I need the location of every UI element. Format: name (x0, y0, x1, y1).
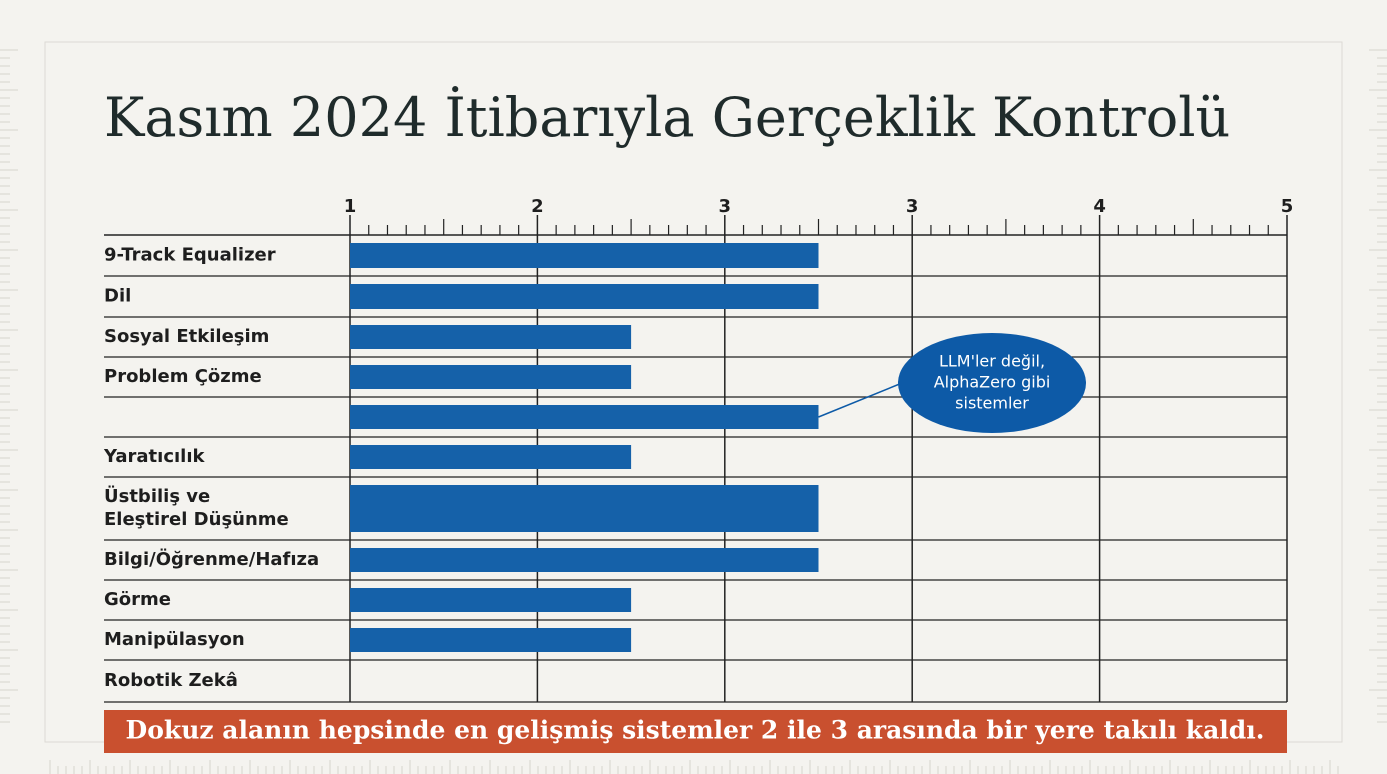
bar (350, 405, 819, 429)
annotation-text: sistemler (955, 394, 1029, 413)
category-label: Dil (104, 286, 131, 307)
bar (350, 284, 819, 309)
bar (350, 628, 632, 652)
category-label: Üstbiliş ve (104, 485, 210, 507)
bar (350, 548, 819, 572)
category-label: Görme (104, 589, 171, 610)
category-label: Bilgi/Öğrenme/Hafıza (104, 548, 319, 570)
bar (350, 445, 632, 469)
footer-text: Dokuz alanın hepsinde en gelişmiş sistem… (126, 716, 1265, 745)
x-tick-label: 2 (531, 196, 544, 217)
bar (350, 485, 819, 532)
bar (350, 243, 819, 268)
category-label: Yaratıcılık (103, 446, 206, 467)
annotation-text: LLM'ler değil, (939, 352, 1045, 371)
category-label: Eleştirel Düşünme (104, 509, 289, 530)
category-label: Problem Çözme (104, 366, 262, 387)
category-label: 9-Track Equalizer (104, 245, 276, 266)
annotation-text: AlphaZero gibi (934, 373, 1051, 392)
category-label: Manipülasyon (104, 629, 245, 650)
annotation-pointer (818, 382, 903, 418)
annotation-bubble (898, 333, 1086, 433)
chart-title: Kasım 2024 İtibarıyla Gerçeklik Kontrolü (104, 85, 1230, 149)
x-tick-label: 5 (1281, 196, 1294, 217)
bar (350, 588, 632, 612)
x-tick-label: 3 (719, 196, 732, 217)
bar (350, 325, 632, 349)
category-label: Sosyal Etkileşim (104, 326, 269, 347)
category-label: Robotik Zekâ (104, 670, 238, 691)
x-tick-label: 4 (1093, 196, 1106, 217)
bar (350, 365, 632, 389)
footer-banner (104, 710, 1287, 753)
x-tick-label: 1 (344, 196, 357, 217)
x-tick-label: 3 (906, 196, 919, 217)
